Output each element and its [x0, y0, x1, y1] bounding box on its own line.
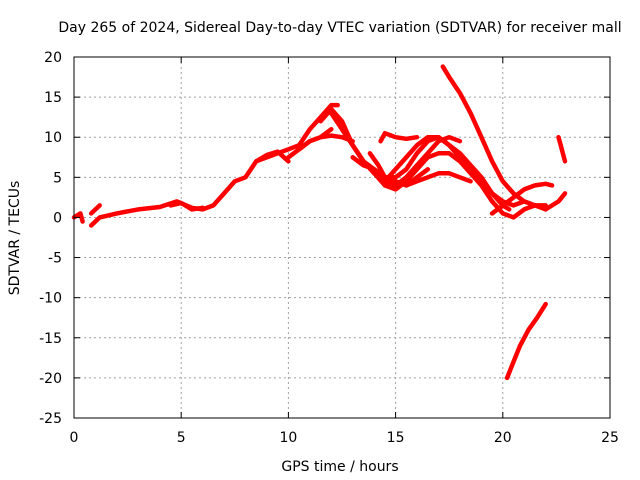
series-arc-20 — [543, 191, 568, 212]
x-tick-label: 15 — [387, 430, 405, 446]
x-tick-label: 0 — [70, 430, 79, 446]
series-arc-3 — [88, 203, 102, 216]
series-arc-10 — [339, 126, 388, 188]
y-tick-label: 15 — [44, 90, 62, 106]
x-tick-label: 10 — [279, 430, 297, 446]
x-axis-label: GPS time / hours — [281, 459, 398, 475]
series-arc-2 — [88, 102, 340, 228]
series-arc-12 — [367, 151, 388, 180]
plot-frame — [73, 56, 611, 419]
y-tick-label: 10 — [44, 130, 62, 146]
series-arc-19 — [504, 301, 548, 381]
series-arc-4 — [168, 200, 205, 212]
series-arc-18 — [489, 181, 555, 216]
series-arc-17 — [440, 64, 548, 208]
axis-ticks: 0 5 10 15 20 25 -25 -20 -15 -10 -5 0 5 10 15 20 — [39, 50, 619, 446]
series-arc-21 — [556, 134, 568, 164]
series-arc-14 — [382, 171, 473, 188]
y-axis-label: SDTVAR / TECUs — [7, 181, 23, 296]
y-tick-label: -15 — [39, 331, 62, 347]
series-group — [71, 64, 568, 381]
y-tick-label: -20 — [39, 371, 62, 387]
series-arc-8 — [318, 106, 463, 188]
series-arc-16 — [378, 130, 420, 144]
series-arc-13 — [382, 151, 548, 220]
series-arc-1 — [71, 211, 85, 224]
y-tick-label: 20 — [44, 50, 62, 66]
x-tick-label: 20 — [494, 430, 512, 446]
y-tick-label: 0 — [53, 210, 62, 226]
series-arc-5 — [253, 149, 291, 164]
x-tick-label: 5 — [177, 430, 186, 446]
y-tick-label: -5 — [48, 251, 62, 267]
chart-title: Day 265 of 2024, Sidereal Day-to-day VTE… — [58, 20, 621, 36]
series-arc-15 — [382, 134, 527, 208]
y-tick-label: -25 — [39, 411, 62, 427]
grid-lines — [74, 57, 610, 418]
y-tick-label: 5 — [53, 170, 62, 186]
y-tick-label: -10 — [39, 291, 62, 307]
series-arc-7 — [296, 133, 355, 152]
x-tick-label: 25 — [601, 430, 619, 446]
